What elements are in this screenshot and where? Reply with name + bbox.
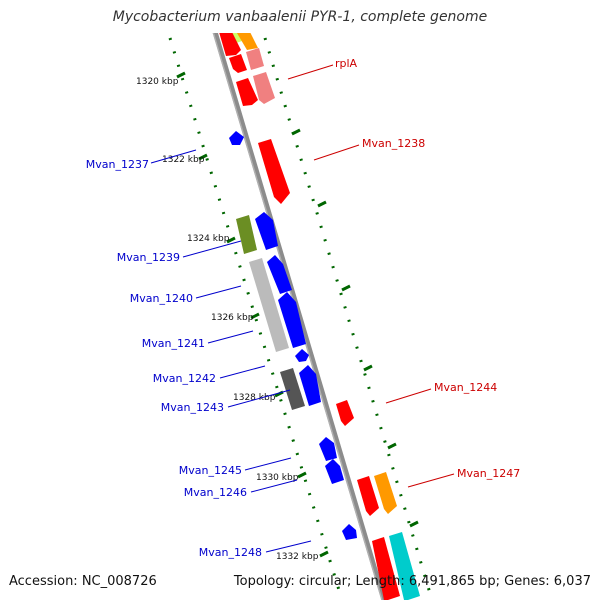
ruler-track-left — [168, 37, 344, 600]
leader-lines — [150, 64, 455, 553]
tick-label: 1320 kbp — [136, 77, 179, 87]
tick-mark — [226, 236, 236, 244]
gene-arrow-red[interactable] — [336, 400, 354, 426]
gene-arrow-blue[interactable] — [278, 292, 306, 348]
tick-mark — [319, 550, 329, 558]
tick-label: 1332 kbp — [276, 552, 319, 562]
scale-labels: 1320 kbp 1322 kbp 1324 kbp 1326 kbp 1328… — [136, 77, 319, 562]
gene-label-mvan-1248[interactable]: Mvan_1248 — [199, 546, 262, 559]
leader-line — [250, 479, 298, 493]
tick-label: 1324 kbp — [187, 234, 230, 244]
gene-arrow-red[interactable] — [258, 139, 290, 204]
gene-arrow-blue[interactable] — [299, 365, 321, 406]
gene-label-mvan-1241[interactable]: Mvan_1241 — [142, 337, 205, 350]
leader-line — [150, 149, 197, 164]
map-title: Mycobacterium vanbaalenii PYR-1, complet… — [112, 9, 488, 25]
leader-line — [313, 144, 360, 161]
gene-arrow-red[interactable] — [372, 537, 400, 600]
major-ticks — [176, 71, 419, 558]
gene-arrow-cyan[interactable] — [389, 532, 420, 600]
leader-line — [407, 473, 455, 488]
tick-mark — [409, 520, 419, 528]
gene-label-mvan-1242[interactable]: Mvan_1242 — [153, 372, 216, 385]
gene-label-rpla[interactable]: rplA — [335, 57, 358, 70]
tick-mark — [297, 471, 307, 479]
tick-mark — [198, 153, 208, 161]
leader-line — [385, 388, 432, 404]
leader-line — [227, 389, 291, 408]
gene-label-mvan-1244[interactable]: Mvan_1244 — [434, 381, 497, 394]
gene-label-mvan-1238[interactable]: Mvan_1238 — [362, 137, 425, 150]
gene-arrow-blue[interactable] — [267, 255, 292, 294]
gene-arrow-orange[interactable] — [234, 24, 258, 50]
gene-arrow-red[interactable] — [229, 54, 247, 73]
gene-arrow-red[interactable] — [357, 476, 379, 516]
gene-label-mvan-1245[interactable]: Mvan_1245 — [179, 464, 242, 477]
tick-mark — [250, 312, 260, 320]
tick-mark — [291, 128, 301, 136]
gene-arrow-blue[interactable] — [255, 212, 278, 250]
gene-arrow-olive[interactable] — [236, 215, 257, 254]
tick-mark — [341, 284, 351, 292]
leader-line — [207, 330, 254, 344]
reverse-strand-genes — [219, 28, 357, 540]
tick-label: 1330 kbp — [256, 473, 299, 483]
forward-strand-genes — [229, 24, 420, 600]
tick-mark — [387, 442, 397, 450]
gene-arrow-dark-grey[interactable] — [280, 368, 305, 410]
gene-arrow-blue[interactable] — [229, 131, 244, 145]
gene-labels: rplA Mvan_1238 Mvan_1244 Mvan_1247 Mvan_… — [86, 57, 520, 559]
leader-line — [244, 457, 292, 471]
gene-arrow-blue[interactable] — [342, 524, 357, 540]
accession-text: Accession: NC_008726 — [9, 574, 157, 589]
gene-label-mvan-1247[interactable]: Mvan_1247 — [457, 467, 520, 480]
gene-arrow-blue[interactable] — [325, 459, 344, 484]
gene-label-mvan-1240[interactable]: Mvan_1240 — [130, 292, 193, 305]
gene-label-mvan-1246[interactable]: Mvan_1246 — [184, 486, 247, 499]
leader-line — [182, 240, 242, 258]
leader-line — [195, 285, 242, 299]
tick-label: 1322 kbp — [162, 155, 205, 165]
gene-label-mvan-1237[interactable]: Mvan_1237 — [86, 158, 149, 171]
tick-mark — [363, 364, 373, 372]
leader-line — [287, 64, 334, 80]
gene-label-mvan-1243[interactable]: Mvan_1243 — [161, 401, 224, 414]
gene-arrow-red[interactable] — [236, 78, 258, 106]
tick-label: 1328 kbp — [233, 393, 276, 403]
gene-arrow-grey[interactable] — [249, 258, 289, 352]
gene-arrow-pink[interactable] — [253, 72, 275, 104]
genome-summary-text: Topology: circular; Length: 6,491,865 bp… — [233, 574, 591, 589]
gene-arrow-blue[interactable] — [319, 437, 337, 461]
tick-mark — [176, 71, 186, 79]
gene-arrow-pink[interactable] — [246, 48, 264, 70]
leader-line — [265, 540, 312, 553]
tick-mark — [317, 200, 327, 208]
leader-line — [219, 365, 266, 379]
tick-label: 1326 kbp — [211, 313, 254, 323]
gene-arrow-orange[interactable] — [374, 472, 397, 514]
gene-label-mvan-1239[interactable]: Mvan_1239 — [117, 251, 180, 264]
gene-arrow-red[interactable] — [219, 28, 241, 56]
gene-arrow-blue[interactable] — [295, 349, 309, 362]
